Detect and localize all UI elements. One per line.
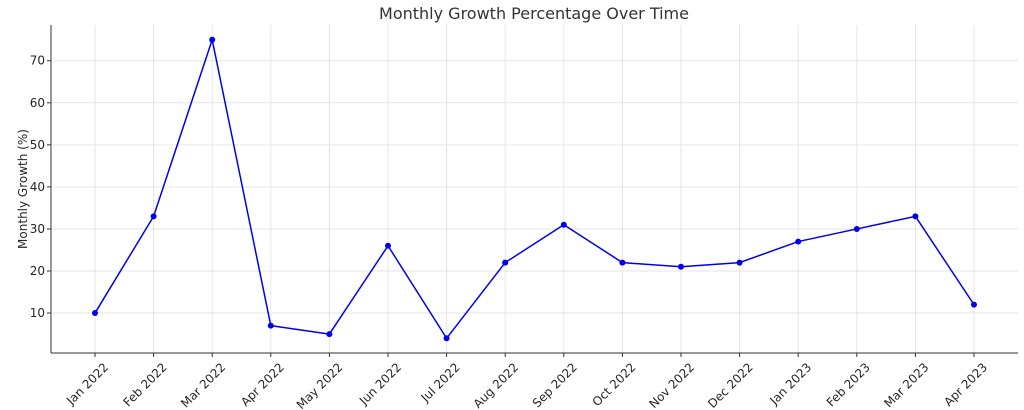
data-point [795, 238, 802, 245]
data-point [912, 213, 919, 220]
data-point [736, 259, 743, 266]
x-tick-label: Dec 2022 [705, 360, 756, 410]
x-tick-label: Mar 2023 [881, 360, 931, 410]
x-tick-label: Aug 2022 [471, 360, 522, 410]
x-tick-label: Sep 2022 [530, 360, 580, 410]
data-point [385, 242, 391, 249]
x-tick-label: Oct 2022 [590, 360, 639, 409]
data-point [92, 310, 98, 317]
x-tick-label: Apr 2023 [941, 360, 990, 409]
x-tick-label: Mar 2022 [178, 360, 228, 410]
x-tick-label: May 2022 [294, 360, 346, 410]
y-tick-label: 70 [30, 54, 45, 68]
data-point [267, 322, 274, 329]
x-tick-label: Nov 2022 [646, 360, 697, 410]
y-axis-label: Monthly Growth (%) [16, 129, 30, 249]
x-tick-label: Jul 2022 [418, 360, 463, 405]
x-tick-label: Jan 2023 [766, 360, 814, 408]
y-tick-label: 40 [30, 180, 45, 194]
y-tick-label: 50 [30, 138, 45, 152]
x-tick-label: Apr 2022 [238, 360, 287, 409]
data-point [150, 213, 157, 220]
data-point [853, 225, 860, 232]
series-layer [92, 36, 977, 342]
x-tick-label: Jun 2022 [356, 360, 404, 408]
y-tick-label: 60 [30, 96, 45, 110]
data-point [502, 259, 509, 266]
y-tick-label: 10 [30, 306, 45, 320]
data-point [678, 263, 684, 270]
data-point [971, 301, 977, 308]
x-tick-label: Jan 2022 [63, 360, 111, 408]
data-point [560, 221, 567, 228]
chart-title: Monthly Growth Percentage Over Time [379, 4, 689, 23]
y-tick-label: 20 [30, 264, 45, 278]
series-line [94, 38, 975, 340]
y-tick-label: 30 [30, 222, 45, 236]
grid-layer [51, 25, 1018, 353]
axes-layer [50, 25, 1018, 354]
data-point [619, 259, 626, 266]
x-tick-label: Feb 2023 [824, 360, 873, 409]
data-point [443, 335, 450, 342]
data-point [326, 331, 333, 338]
x-tick-label: Feb 2022 [121, 360, 170, 409]
data-point [209, 36, 216, 43]
